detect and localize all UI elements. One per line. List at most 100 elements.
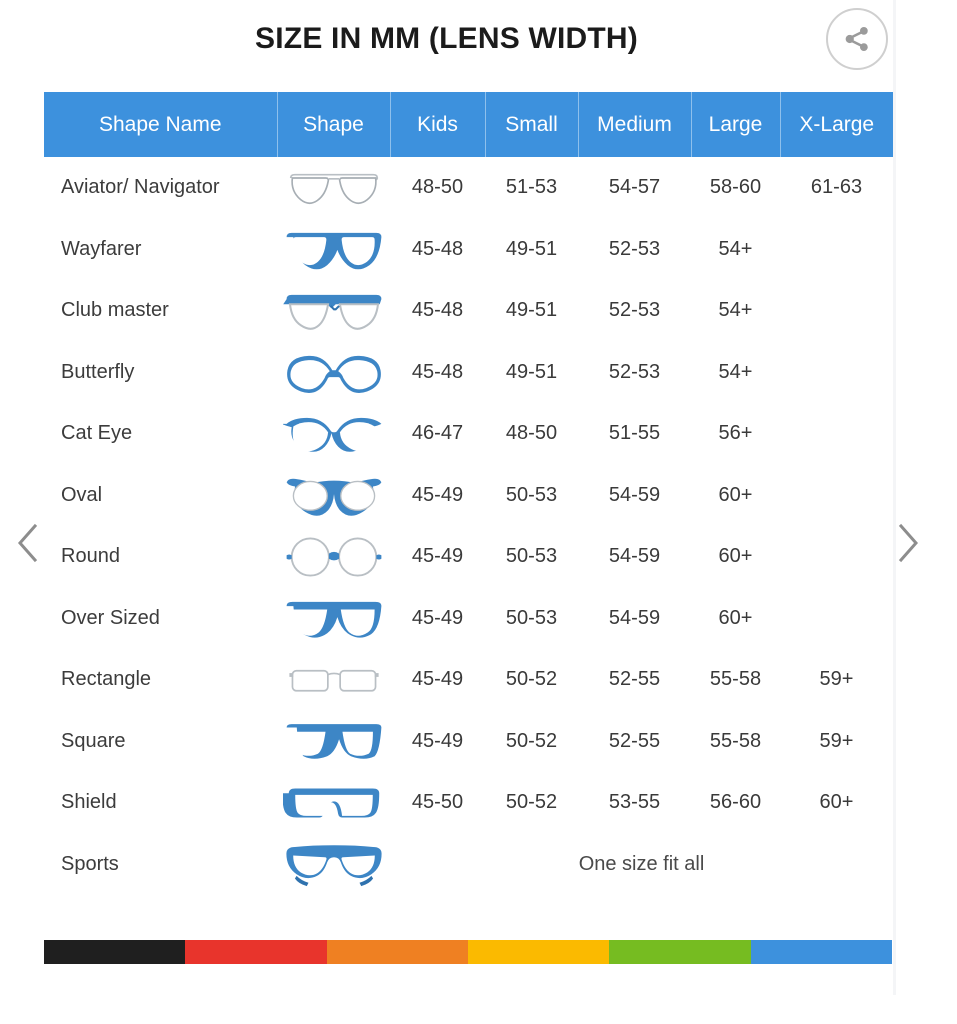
cell-medium: 54-59	[578, 526, 691, 588]
cell-small: 50-52	[485, 649, 578, 711]
cell-xlarge: 59+	[780, 649, 893, 711]
share-button[interactable]	[826, 8, 888, 70]
card-right-edge	[893, 0, 896, 995]
cell-medium: 52-53	[578, 280, 691, 342]
cell-xlarge	[780, 464, 893, 526]
table-row: Cat Eye 46-47 48-50 51-55 56+	[44, 403, 893, 465]
cell-shape-name: Oval	[44, 464, 277, 526]
cell-xlarge: 61-63	[780, 157, 893, 219]
table-row: Square 45-49 50-52 52-55 55-58 59+	[44, 710, 893, 772]
cell-shape-name: Butterfly	[44, 341, 277, 403]
table-body: Aviator/ Navigator 48-50 51-53 54-57 58-60 61…	[44, 157, 893, 895]
color-bar-segment	[185, 940, 327, 964]
title-bar: SIZE IN MM (LENS WIDTH)	[0, 0, 893, 88]
cell-shape-name: Sports	[44, 833, 277, 895]
cell-small: 50-53	[485, 464, 578, 526]
color-bar-segment	[467, 940, 610, 964]
table-row: Club master 45-48 49-51 52-53 54+	[44, 280, 893, 342]
cell-shape-name: Rectangle	[44, 649, 277, 711]
chevron-right-icon	[898, 523, 919, 563]
shield-glasses-icon	[277, 772, 390, 834]
cell-medium: 54-59	[578, 587, 691, 649]
sports-glasses-icon	[277, 833, 390, 895]
cell-xlarge	[780, 403, 893, 465]
column-header-large[interactable]: Large	[691, 92, 781, 157]
cell-large: 54+	[691, 280, 780, 342]
square-glasses-icon	[277, 710, 390, 772]
cell-medium: 52-53	[578, 341, 691, 403]
column-header-kids[interactable]: Kids	[390, 92, 486, 157]
cell-small: 50-52	[485, 772, 578, 834]
carousel-prev-button[interactable]	[6, 513, 50, 573]
oval-glasses-icon	[277, 464, 390, 526]
cell-kids: 48-50	[390, 157, 485, 219]
cell-one-size-note: One size fit all	[390, 833, 893, 895]
cell-shape-name: Round	[44, 526, 277, 588]
cell-small: 49-51	[485, 280, 578, 342]
color-bar-segment	[750, 940, 892, 964]
table-row: Butterfly 45-48 49-51 52-53 54+	[44, 341, 893, 403]
cateye-glasses-icon	[277, 403, 390, 465]
cell-shape-name: Square	[44, 710, 277, 772]
table-row: Shield 45-50 50-52 53-55 56-60 60+	[44, 772, 893, 834]
cell-large: 56-60	[691, 772, 780, 834]
cell-small: 48-50	[485, 403, 578, 465]
cell-large: 60+	[691, 526, 780, 588]
cell-small: 49-51	[485, 341, 578, 403]
cell-kids: 46-47	[390, 403, 485, 465]
cell-medium: 54-57	[578, 157, 691, 219]
table-row-sports: Sports One size fit all	[44, 833, 893, 895]
carousel-next-button[interactable]	[886, 513, 930, 573]
cell-large: 58-60	[691, 157, 780, 219]
share-icon	[845, 27, 868, 51]
table-row: Round 45-49 50-53 54-59 60+	[44, 526, 893, 588]
oversized-glasses-icon	[277, 587, 390, 649]
chevron-left-icon	[17, 523, 38, 563]
cell-medium: 51-55	[578, 403, 691, 465]
cell-xlarge: 59+	[780, 710, 893, 772]
column-header-medium[interactable]: Medium	[578, 92, 692, 157]
cell-shape-name: Shield	[44, 772, 277, 834]
cell-kids: 45-48	[390, 341, 485, 403]
cell-small: 50-52	[485, 710, 578, 772]
cell-kids: 45-49	[390, 649, 485, 711]
cell-kids: 45-49	[390, 464, 485, 526]
color-bar-segment	[609, 940, 751, 964]
column-header-shape[interactable]: Shape	[277, 92, 391, 157]
cell-small: 49-51	[485, 218, 578, 280]
cell-xlarge: 60+	[780, 772, 893, 834]
table-header-row: Shape Name Shape Kids Small Medium Large…	[44, 92, 893, 157]
column-header-small[interactable]: Small	[485, 92, 579, 157]
cell-small: 51-53	[485, 157, 578, 219]
cell-kids: 45-48	[390, 218, 485, 280]
cell-medium: 52-53	[578, 218, 691, 280]
round-glasses-icon	[277, 526, 390, 588]
cell-xlarge	[780, 280, 893, 342]
cell-kids: 45-49	[390, 710, 485, 772]
clubmaster-glasses-icon	[277, 280, 390, 342]
table-row: Over Sized 45-49 50-53 54-59 60+	[44, 587, 893, 649]
cell-small: 50-53	[485, 526, 578, 588]
cell-large: 60+	[691, 587, 780, 649]
cell-kids: 45-49	[390, 587, 485, 649]
cell-xlarge	[780, 587, 893, 649]
aviator-glasses-icon	[277, 157, 390, 219]
butterfly-glasses-icon	[277, 341, 390, 403]
cell-kids: 45-48	[390, 280, 485, 342]
table-header: Shape Name Shape Kids Small Medium Large…	[44, 92, 893, 157]
cell-large: 56+	[691, 403, 780, 465]
color-bar-segment	[44, 940, 186, 964]
brand-color-bar	[44, 940, 892, 964]
cell-xlarge	[780, 341, 893, 403]
size-chart-table: Shape Name Shape Kids Small Medium Large…	[44, 92, 893, 895]
cell-medium: 52-55	[578, 649, 691, 711]
cell-medium: 53-55	[578, 772, 691, 834]
column-header-shape-name[interactable]: Shape Name	[44, 92, 278, 157]
color-bar-segment	[326, 940, 468, 964]
rectangle-glasses-icon	[277, 649, 390, 711]
column-header-xlarge[interactable]: X-Large	[780, 92, 893, 157]
cell-shape-name: Wayfarer	[44, 218, 277, 280]
table-row: Rectangle 45-49 50-52 52-55 55-58 59+	[44, 649, 893, 711]
cell-shape-name: Aviator/ Navigator	[44, 157, 277, 219]
